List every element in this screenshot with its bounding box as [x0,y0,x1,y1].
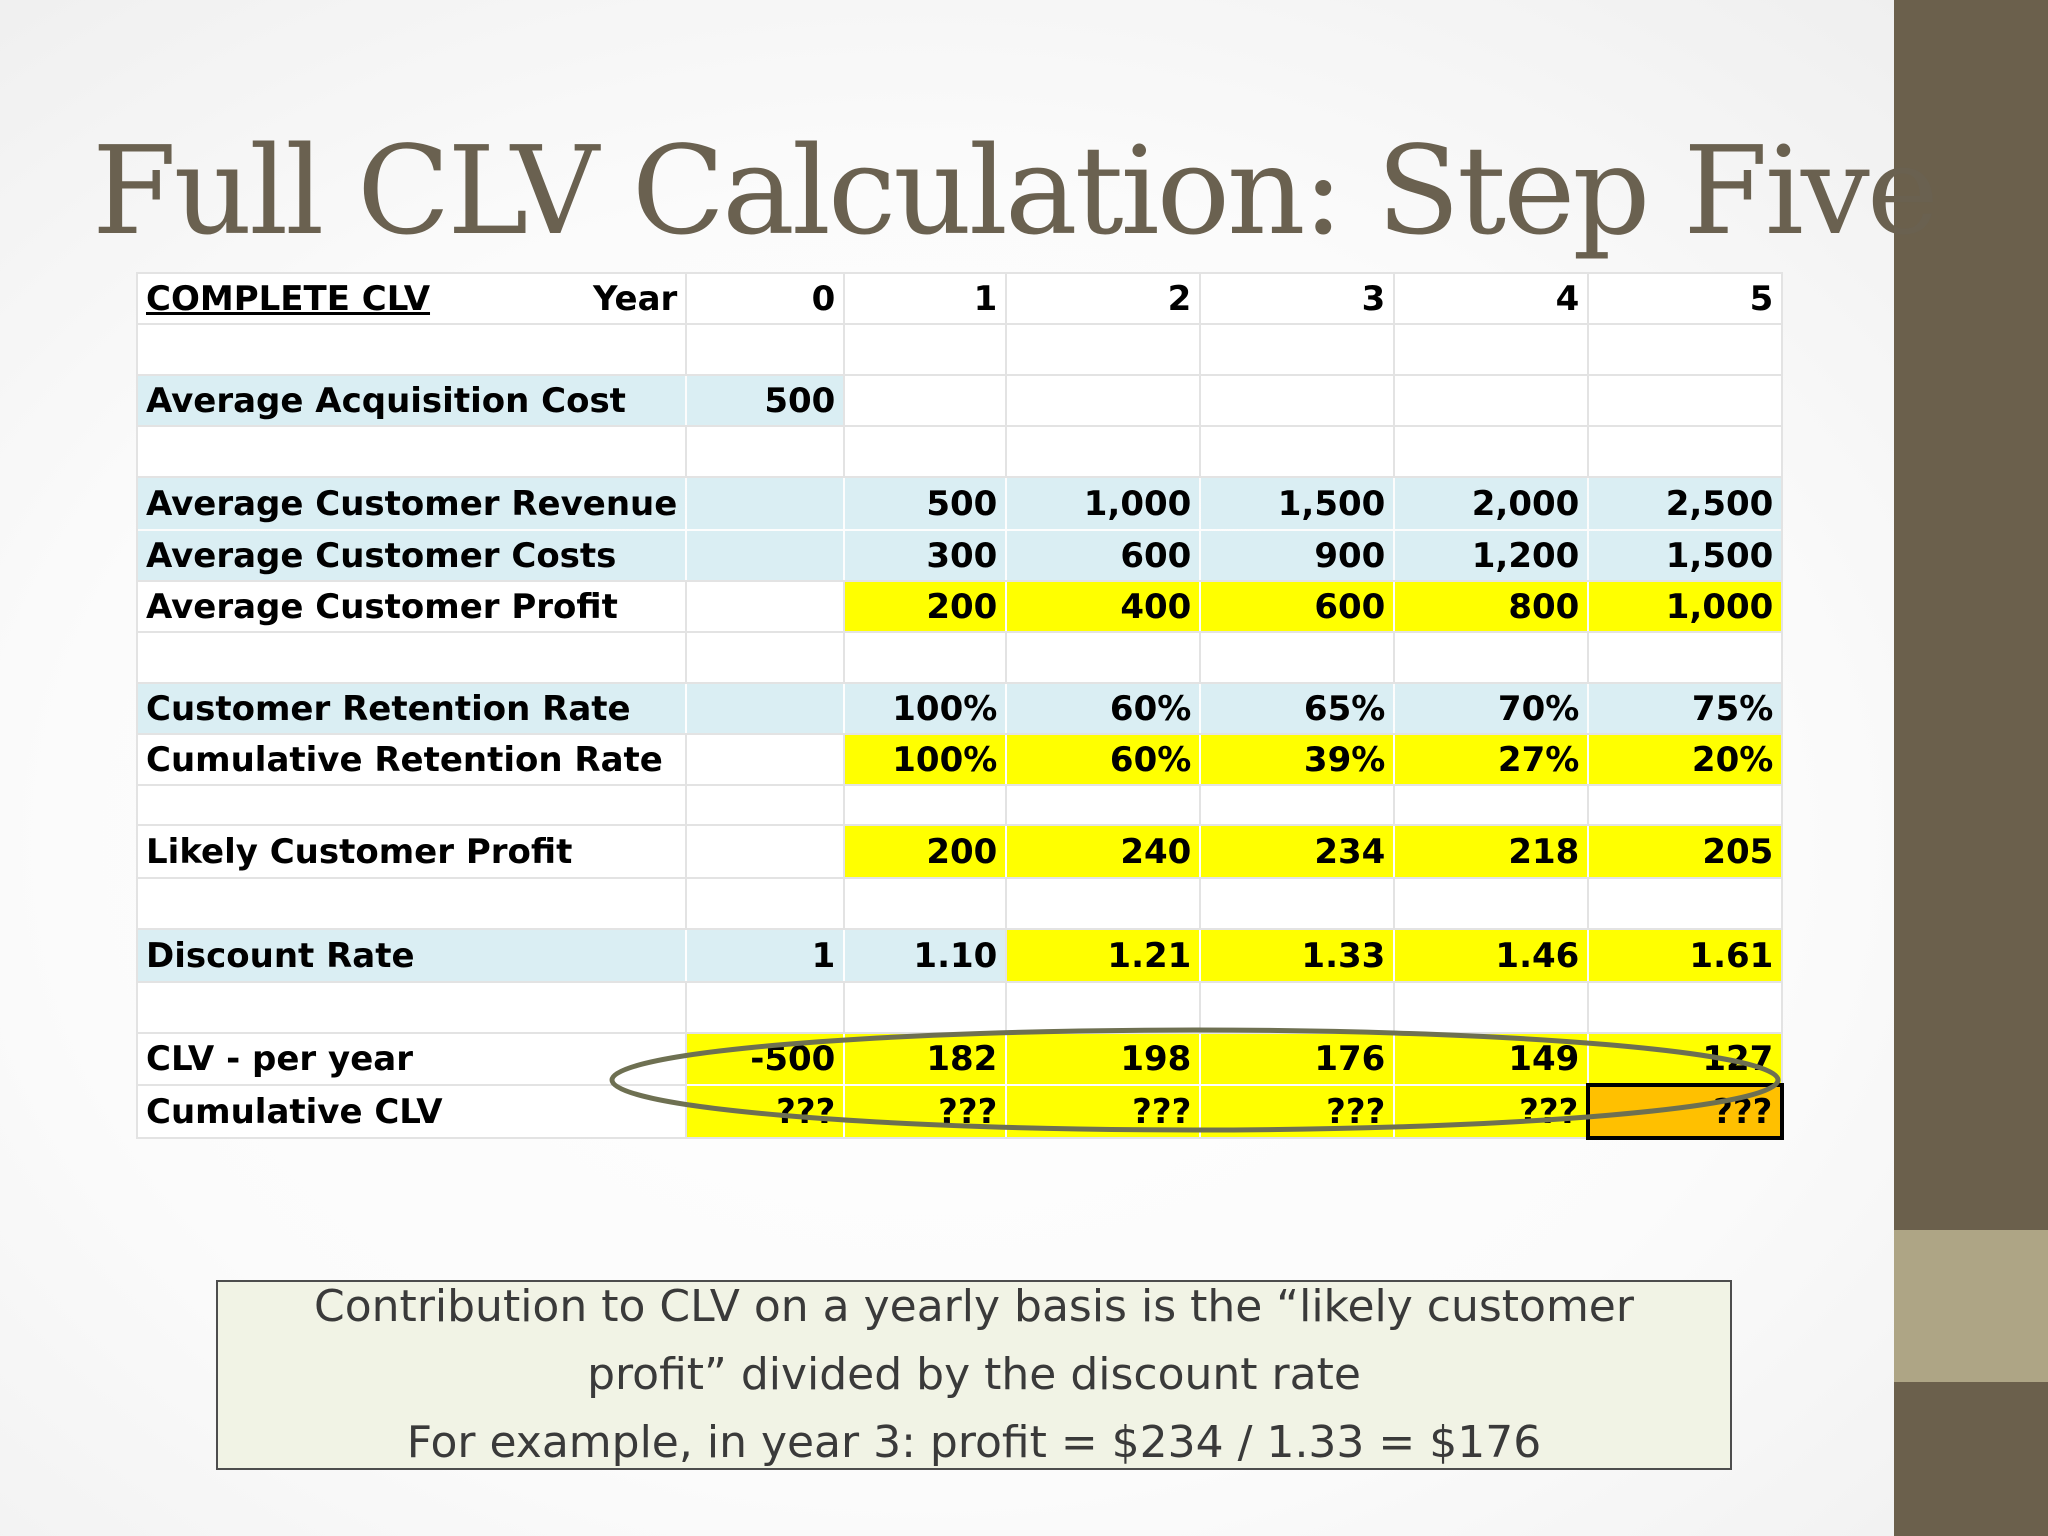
retention-value: 60% [1006,682,1201,735]
cumulative-clv-row: Cumulative CLV ??? ??? ??? ??? ??? ??? [135,1083,1785,1140]
year-header: 5 [1587,272,1784,325]
header-row: COMPLETE CLV Year 0 1 2 3 4 5 [135,272,1784,325]
empty-cell [685,824,846,879]
cumulative-retention-value: 39% [1200,733,1395,786]
cumulative-clv-value: ??? [1006,1085,1201,1139]
cumulative-retention-value: 100% [843,733,1007,786]
discount-rate-value: 1.10 [844,928,1008,983]
discount-rate-value: 1.33 [1200,928,1395,983]
spacer-row [135,425,1784,478]
clv-per-year-value: 198 [1006,1032,1201,1085]
costs-row: Average Customer Costs 300 600 900 1,200… [135,530,1784,582]
explanation-note: Contribution to CLV on a yearly basis is… [216,1280,1732,1470]
discount-rate-value: 1.21 [1005,928,1201,983]
clv-per-year-value: 127 [1588,1032,1784,1086]
discount-rate-row: Discount Rate 1 1.10 1.21 1.33 1.46 1.61 [135,928,1784,983]
likely-profit-value: 240 [1006,824,1201,879]
clv-per-year-value: 149 [1394,1032,1589,1085]
retention-value: 100% [844,682,1007,735]
clv-table: COMPLETE CLV Year 0 1 2 3 4 5 Average Ac… [135,272,1785,1140]
clv-per-year-value: 182 [844,1032,1007,1085]
likely-profit-value: 218 [1394,824,1589,879]
spacer-row [135,631,1784,684]
retention-value: 75% [1588,682,1784,735]
spacer-row [135,784,1784,826]
profit-row: Average Customer Profit 200 400 600 800 … [135,580,1784,633]
profit-value: 800 [1394,580,1589,633]
acquisition-cost-value: 500 [686,374,846,427]
note-line: For example, in year 3: profit = $234 / … [406,1417,1542,1468]
cumulative-clv-value: ??? [1394,1085,1590,1139]
likely-profit-value: 234 [1200,824,1395,879]
side-decoration-accent [1894,1230,2048,1382]
costs-value: 600 [1006,530,1201,582]
row-label: Average Customer Revenue [135,476,687,530]
cumulative-retention-value: 27% [1394,733,1589,786]
discount-rate-year0: 1 [686,928,845,983]
cumulative-clv-final-cell: ??? [1586,1083,1785,1140]
clv-per-year-year0: -500 [685,1032,845,1085]
row-label: Customer Retention Rate [135,682,687,735]
row-label: Cumulative CLV [135,1084,688,1139]
likely-profit-row: Likely Customer Profit 200 240 234 218 2… [135,824,1784,879]
note-line: profit” divided by the discount rate [587,1349,1361,1400]
cumulative-clv-year0: ??? [685,1085,845,1139]
likely-profit-value: 205 [1588,824,1784,879]
discount-rate-value: 1.46 [1394,928,1589,983]
cumulative-retention-value: 20% [1588,733,1784,786]
year-header: 1 [843,272,1008,325]
discount-rate-value: 1.61 [1588,928,1784,983]
slide-title: Full CLV Calculation: Step Five [92,120,1939,262]
spacer-row [135,981,1784,1034]
costs-value: 900 [1200,530,1395,582]
row-label: Average Acquisition Cost [135,374,687,427]
revenue-value: 1,000 [1006,476,1201,530]
revenue-value: 1,500 [1200,476,1395,530]
profit-value: 1,000 [1588,580,1784,633]
likely-profit-value: 200 [843,824,1007,879]
row-label: Discount Rate [135,928,687,983]
revenue-row: Average Customer Revenue 500 1,000 1,500… [135,476,1784,530]
spacer-row [135,323,1784,376]
row-label: Likely Customer Profit [135,824,688,879]
note-line: Contribution to CLV on a yearly basis is… [314,1281,1634,1332]
row-label: CLV - per year [135,1032,688,1086]
spacer-row [135,877,1784,930]
costs-value: 1,500 [1588,530,1784,582]
clv-per-year-value: 176 [1200,1032,1395,1085]
year-header: 4 [1393,272,1590,325]
retention-value: 70% [1394,682,1589,735]
row-label: Average Customer Profit [135,580,688,633]
empty-cell [686,682,845,735]
retention-value: 65% [1200,682,1395,735]
year-label: Year [593,278,678,319]
retention-row: Customer Retention Rate 100% 60% 65% 70%… [135,682,1784,735]
year-header: 0 [685,272,846,325]
cumulative-retention-value: 60% [1006,733,1201,786]
revenue-value: 2,500 [1588,476,1784,530]
costs-value: 1,200 [1394,530,1589,582]
profit-value: 400 [1006,580,1201,633]
clv-per-year-row: CLV - per year -500 182 198 176 149 127 [135,1032,1784,1086]
header-label: COMPLETE CLV [146,278,431,319]
year-header: 2 [1005,272,1202,325]
row-label: Average Customer Costs [135,530,687,582]
year-header: 3 [1199,272,1396,325]
cumulative-clv-value: ??? [1200,1085,1395,1139]
header-label-cell: COMPLETE CLV Year [135,272,688,325]
cumulative-clv-value: ??? [844,1085,1007,1139]
profit-value: 600 [1200,580,1395,633]
empty-cell [685,733,846,786]
empty-cell [686,530,845,582]
empty-cell [685,580,846,633]
costs-value: 300 [844,530,1007,582]
cumulative-retention-row: Cumulative Retention Rate 100% 60% 39% 2… [135,733,1784,786]
acquisition-cost-row: Average Acquisition Cost 500 [135,374,1784,427]
profit-value: 200 [843,580,1007,633]
revenue-value: 2,000 [1394,476,1589,530]
revenue-value: 500 [844,476,1007,530]
row-label: Cumulative Retention Rate [135,733,688,786]
empty-cell [686,476,845,530]
